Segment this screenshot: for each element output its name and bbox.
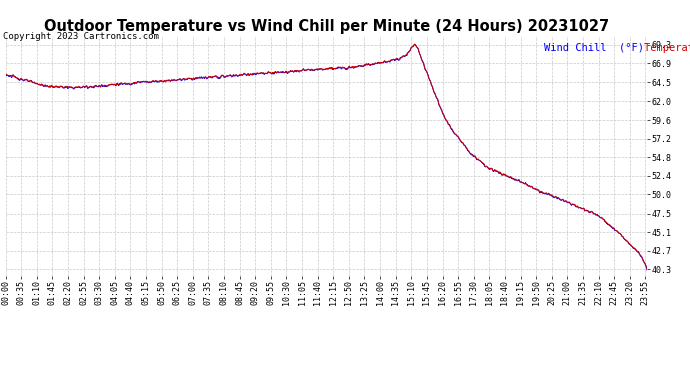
Title: Outdoor Temperature vs Wind Chill per Minute (24 Hours) 20231027: Outdoor Temperature vs Wind Chill per Mi… — [43, 20, 609, 34]
Text: Temperature  (°F): Temperature (°F) — [644, 43, 690, 53]
Text: Copyright 2023 Cartronics.com: Copyright 2023 Cartronics.com — [3, 32, 159, 41]
Text: Wind Chill  (°F): Wind Chill (°F) — [544, 43, 644, 53]
